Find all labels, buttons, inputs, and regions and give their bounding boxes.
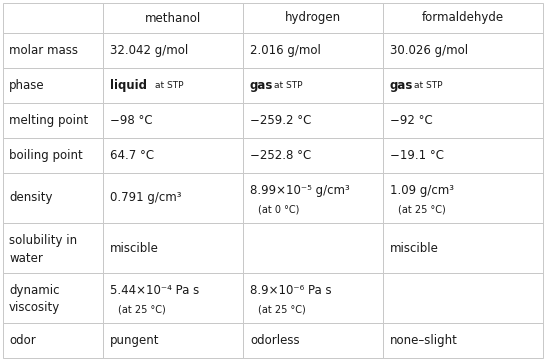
Text: hydrogen: hydrogen: [285, 12, 341, 24]
Text: liquid: liquid: [110, 79, 147, 92]
Text: viscosity: viscosity: [9, 302, 60, 314]
Bar: [103, 138, 243, 173]
Text: 30.026 g/mol: 30.026 g/mol: [390, 44, 468, 57]
Bar: [3, 223, 103, 273]
Text: at STP: at STP: [275, 81, 303, 90]
Bar: [3, 33, 103, 68]
Bar: [103, 223, 243, 273]
Bar: [383, 323, 543, 358]
Bar: [243, 173, 383, 223]
Text: 8.9×10⁻⁶ Pa s: 8.9×10⁻⁶ Pa s: [250, 284, 331, 297]
Bar: [243, 33, 383, 68]
Text: water: water: [9, 252, 43, 265]
Text: −98 °C: −98 °C: [110, 114, 153, 127]
Text: 0.791 g/cm³: 0.791 g/cm³: [110, 192, 181, 204]
Bar: [383, 173, 543, 223]
Bar: [103, 33, 243, 68]
Bar: [243, 68, 383, 103]
Bar: [103, 323, 243, 358]
Text: 1.09 g/cm³: 1.09 g/cm³: [390, 184, 454, 197]
Text: miscible: miscible: [110, 241, 159, 254]
Bar: [383, 103, 543, 138]
Bar: [3, 68, 103, 103]
Bar: [243, 3, 383, 33]
Text: 8.99×10⁻⁵ g/cm³: 8.99×10⁻⁵ g/cm³: [250, 184, 350, 197]
Bar: [243, 223, 383, 273]
Text: pungent: pungent: [110, 334, 159, 347]
Bar: [103, 3, 243, 33]
Bar: [243, 273, 383, 323]
Text: dynamic: dynamic: [9, 284, 60, 297]
Text: (at 25 °C): (at 25 °C): [258, 304, 306, 314]
Text: −259.2 °C: −259.2 °C: [250, 114, 311, 127]
Text: miscible: miscible: [390, 241, 439, 254]
Text: −252.8 °C: −252.8 °C: [250, 149, 311, 162]
Bar: [3, 138, 103, 173]
Bar: [3, 323, 103, 358]
Text: odor: odor: [9, 334, 35, 347]
Text: odorless: odorless: [250, 334, 300, 347]
Text: 5.44×10⁻⁴ Pa s: 5.44×10⁻⁴ Pa s: [110, 284, 199, 297]
Text: 32.042 g/mol: 32.042 g/mol: [110, 44, 188, 57]
Bar: [383, 273, 543, 323]
Bar: [383, 138, 543, 173]
Bar: [3, 173, 103, 223]
Text: −19.1 °C: −19.1 °C: [390, 149, 444, 162]
Bar: [383, 68, 543, 103]
Bar: [243, 103, 383, 138]
Bar: [103, 273, 243, 323]
Bar: [103, 68, 243, 103]
Bar: [3, 3, 103, 33]
Bar: [383, 3, 543, 33]
Bar: [243, 323, 383, 358]
Text: methanol: methanol: [145, 12, 201, 24]
Text: formaldehyde: formaldehyde: [422, 12, 504, 24]
Bar: [103, 103, 243, 138]
Text: gas: gas: [250, 79, 274, 92]
Text: molar mass: molar mass: [9, 44, 78, 57]
Bar: [3, 273, 103, 323]
Text: at STP: at STP: [155, 81, 183, 90]
Bar: [243, 138, 383, 173]
Bar: [3, 103, 103, 138]
Bar: [383, 33, 543, 68]
Text: phase: phase: [9, 79, 45, 92]
Bar: [383, 223, 543, 273]
Text: boiling point: boiling point: [9, 149, 83, 162]
Text: gas: gas: [390, 79, 413, 92]
Bar: [103, 173, 243, 223]
Text: (at 0 °C): (at 0 °C): [258, 204, 299, 214]
Text: 2.016 g/mol: 2.016 g/mol: [250, 44, 321, 57]
Text: solubility in: solubility in: [9, 234, 77, 247]
Text: −92 °C: −92 °C: [390, 114, 433, 127]
Text: 64.7 °C: 64.7 °C: [110, 149, 154, 162]
Text: (at 25 °C): (at 25 °C): [118, 304, 166, 314]
Text: melting point: melting point: [9, 114, 88, 127]
Text: (at 25 °C): (at 25 °C): [398, 204, 446, 214]
Text: density: density: [9, 192, 52, 204]
Text: none–slight: none–slight: [390, 334, 458, 347]
Text: at STP: at STP: [414, 81, 443, 90]
